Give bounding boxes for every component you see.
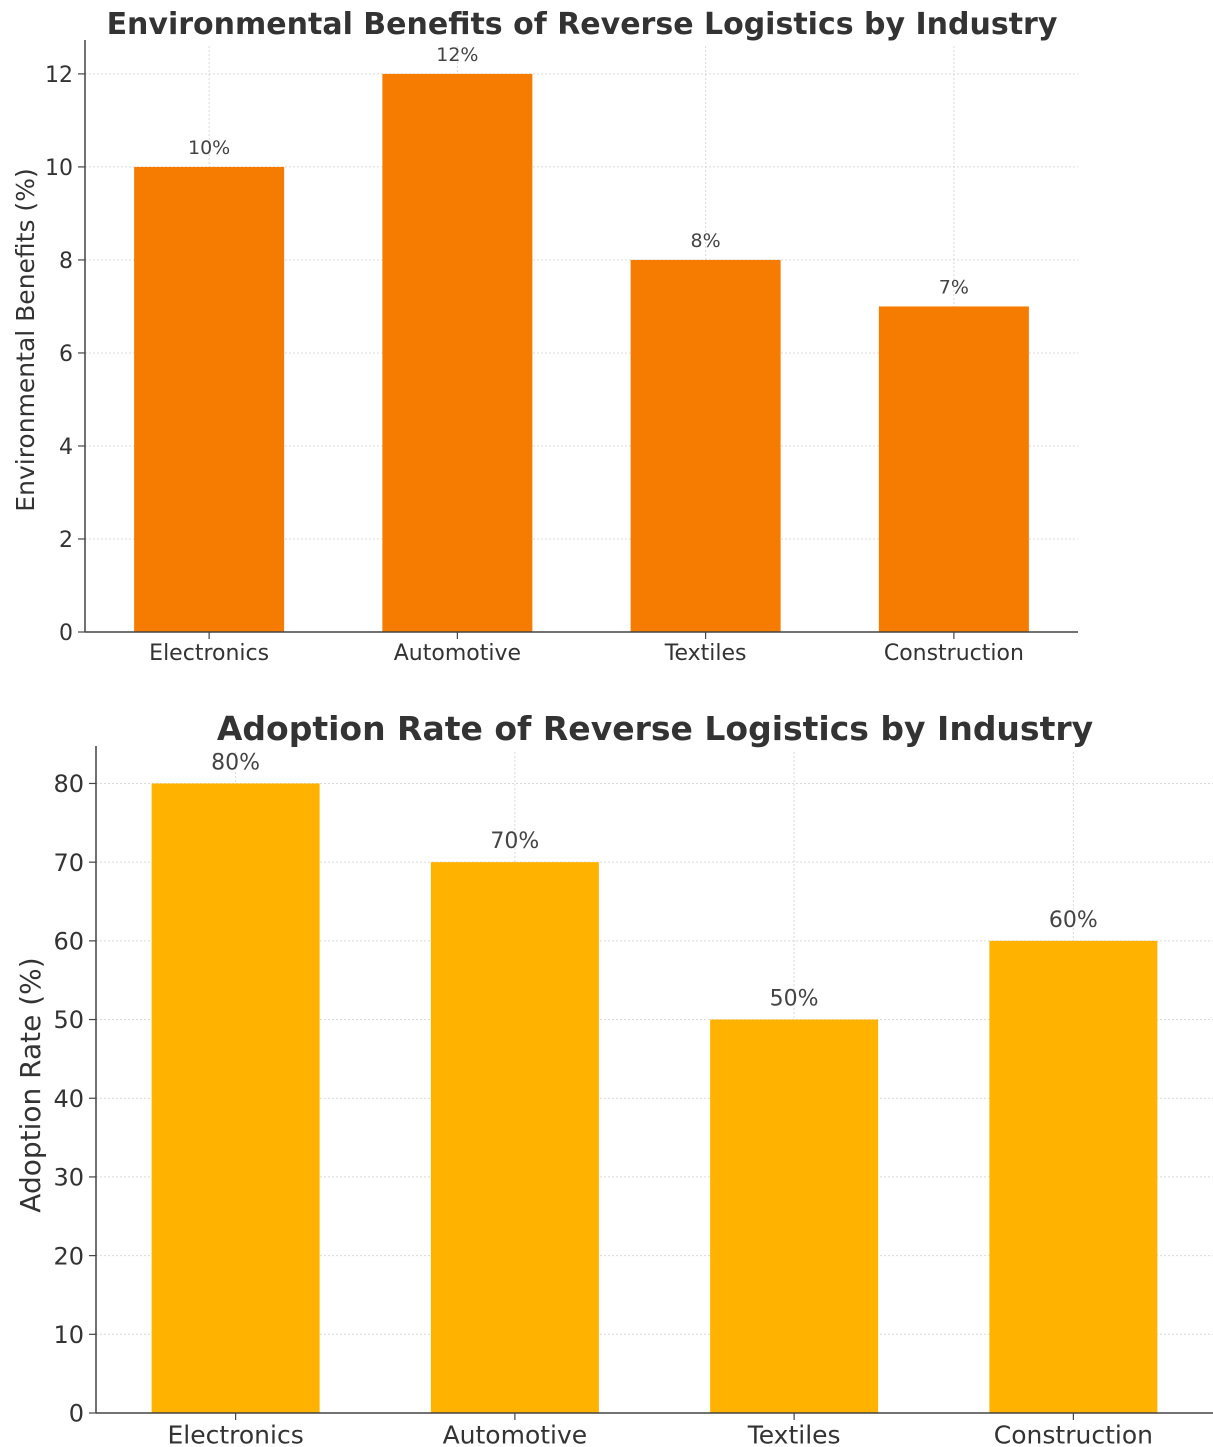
y-tick-label: 8 — [59, 249, 73, 274]
x-tick-label: Construction — [994, 1421, 1153, 1447]
x-tick-label: Textiles — [747, 1421, 841, 1447]
y-ticks: 0 10 20 30 40 50 60 70 80 — [53, 770, 96, 1428]
y-tick-label: 50 — [53, 1006, 84, 1034]
y-tick-label: 6 — [59, 342, 73, 367]
y-tick-label: 0 — [59, 621, 73, 646]
chart-title: Environmental Benefits of Reverse Logist… — [107, 7, 1058, 42]
chart-title: Adoption Rate of Reverse Logistics by In… — [217, 709, 1093, 748]
bar-data-label: 7% — [939, 276, 969, 298]
bar — [382, 74, 532, 632]
bar — [134, 167, 284, 632]
x-tick-label: Electronics — [167, 1421, 303, 1447]
y-tick-label: 10 — [53, 1321, 84, 1349]
bar-data-label: 50% — [770, 987, 819, 1012]
y-tick-label: 80 — [53, 770, 84, 798]
bar — [152, 783, 320, 1413]
y-tick-label: 0 — [69, 1400, 84, 1428]
adoption-rate-chart: Adoption Rate of Reverse Logistics by In… — [0, 680, 1213, 1447]
x-ticks: Electronics Automotive Textiles Constructio… — [149, 632, 1024, 666]
bar-data-label: 80% — [211, 750, 260, 775]
y-tick-label: 30 — [53, 1164, 84, 1192]
y-tick-label: 4 — [59, 435, 73, 460]
y-axis-label: Adoption Rate (%) — [14, 957, 47, 1212]
y-ticks: 0 2 4 6 8 10 12 — [45, 63, 85, 646]
environmental-benefits-chart: Environmental Benefits of Reverse Logist… — [0, 0, 1213, 680]
bars — [152, 783, 1158, 1413]
x-tick-label: Construction — [884, 641, 1024, 666]
x-tick-label: Textiles — [664, 641, 747, 666]
x-tick-label: Electronics — [149, 641, 269, 666]
y-tick-label: 2 — [59, 528, 73, 553]
bar-data-label: 12% — [436, 44, 478, 66]
x-tick-label: Automotive — [443, 1421, 588, 1447]
bar-data-label: 10% — [188, 137, 230, 159]
y-tick-label: 60 — [53, 927, 84, 955]
y-tick-label: 12 — [45, 63, 73, 88]
y-tick-label: 10 — [45, 156, 73, 181]
y-axis-label: Environmental Benefits (%) — [11, 168, 40, 511]
y-tick-label: 20 — [53, 1242, 84, 1270]
x-tick-label: Automotive — [394, 641, 521, 666]
bar-data-label: 70% — [490, 829, 539, 854]
bar — [710, 1020, 878, 1413]
bar-labels: 80% 70% 50% 60% — [211, 750, 1098, 1011]
bar-data-label: 8% — [691, 230, 721, 252]
bar-data-label: 60% — [1049, 908, 1098, 933]
bar — [631, 260, 781, 632]
x-ticks: Electronics Automotive Textiles Constructio… — [167, 1413, 1152, 1447]
bar — [431, 862, 599, 1413]
y-tick-label: 70 — [53, 849, 84, 877]
y-tick-label: 40 — [53, 1085, 84, 1113]
bar — [989, 941, 1157, 1413]
bar — [879, 306, 1029, 632]
